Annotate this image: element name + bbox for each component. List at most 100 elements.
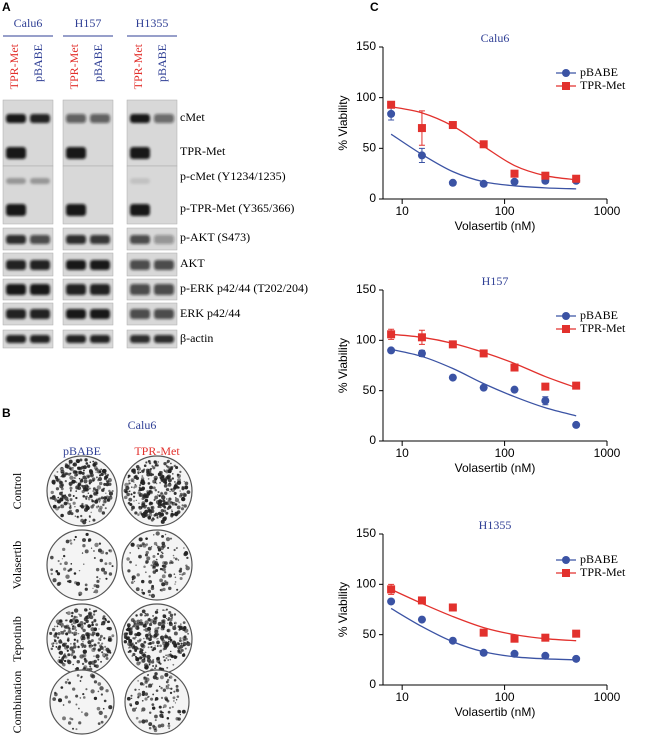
colony	[103, 699, 107, 703]
colony	[73, 638, 77, 641]
colony	[49, 631, 53, 635]
colony	[165, 617, 168, 620]
colony	[129, 552, 132, 554]
colony	[63, 659, 67, 663]
colony	[177, 625, 181, 628]
colony	[159, 481, 162, 484]
colony	[56, 499, 62, 504]
colony	[66, 499, 68, 501]
x-tick-label: 10	[395, 690, 409, 704]
colony	[94, 542, 99, 548]
colony	[163, 483, 168, 488]
colony	[68, 502, 71, 506]
colony	[84, 518, 87, 522]
colony	[178, 639, 182, 643]
colony	[156, 464, 159, 467]
y-tick-label: 150	[356, 39, 376, 53]
colony	[179, 576, 183, 580]
colony	[141, 589, 144, 591]
colony	[64, 695, 68, 699]
band	[130, 147, 150, 159]
colony	[108, 491, 114, 496]
colony	[95, 494, 98, 496]
point	[541, 633, 550, 642]
colony	[123, 632, 128, 637]
colony	[157, 505, 160, 509]
colony	[74, 581, 78, 585]
colony	[123, 495, 128, 500]
colony	[108, 572, 113, 576]
colony	[54, 639, 57, 643]
colony	[161, 534, 165, 538]
colony	[135, 625, 140, 631]
colony	[181, 487, 185, 491]
colony	[150, 593, 156, 598]
colony	[90, 633, 93, 637]
row-label: Combination	[10, 671, 24, 734]
colony	[167, 478, 172, 483]
colony	[160, 503, 162, 505]
colony	[67, 472, 71, 476]
colony	[173, 548, 176, 552]
colony	[147, 674, 149, 676]
colony	[172, 554, 175, 557]
colony	[75, 496, 78, 500]
colony	[161, 474, 165, 479]
colony	[62, 704, 65, 706]
colony	[104, 617, 107, 621]
row-label: Control	[10, 472, 24, 509]
colony	[129, 490, 131, 492]
colony	[173, 465, 175, 467]
colony	[73, 608, 79, 613]
x-tick-label: 100	[495, 690, 515, 704]
colony	[103, 571, 108, 575]
colony	[106, 499, 110, 502]
y-tick-label: 50	[363, 141, 377, 155]
colony	[98, 628, 100, 630]
colony	[78, 569, 81, 572]
colony	[67, 640, 69, 642]
point	[479, 383, 488, 392]
colony	[175, 717, 179, 721]
blot-box	[62, 227, 114, 251]
colony	[96, 579, 100, 583]
western-blot: Calu6 TPR-Met pBABE H157 TPR-Met pBABE H1355 TP…	[2, 16, 308, 349]
colony	[71, 627, 74, 631]
colony	[131, 480, 134, 482]
band	[30, 114, 50, 123]
colony	[137, 472, 140, 475]
legend-label: pBABE	[580, 308, 618, 322]
y-tick-label: 50	[363, 627, 377, 641]
dish	[124, 669, 190, 735]
colony	[176, 646, 181, 650]
colony	[108, 562, 112, 566]
colony	[148, 683, 153, 688]
colony	[81, 636, 86, 641]
colony	[85, 688, 88, 691]
colony	[141, 542, 145, 546]
colony	[132, 620, 136, 624]
colony	[169, 618, 173, 622]
band	[66, 235, 86, 244]
colony	[146, 556, 151, 561]
colony	[89, 673, 95, 678]
colony	[82, 693, 85, 696]
colony	[144, 651, 147, 654]
point	[572, 381, 581, 390]
point	[448, 603, 457, 612]
colony	[86, 484, 89, 487]
colony	[108, 495, 113, 500]
colony	[63, 629, 66, 633]
colony	[160, 551, 163, 554]
colony	[147, 460, 150, 463]
colony	[144, 697, 148, 701]
colony	[64, 561, 68, 566]
colony	[172, 696, 176, 700]
colony	[157, 612, 159, 614]
colony	[97, 690, 100, 693]
colony	[127, 474, 131, 478]
colony	[50, 555, 54, 560]
colony	[84, 583, 88, 587]
x-tick-label: 1000	[594, 690, 621, 704]
band	[30, 309, 50, 319]
